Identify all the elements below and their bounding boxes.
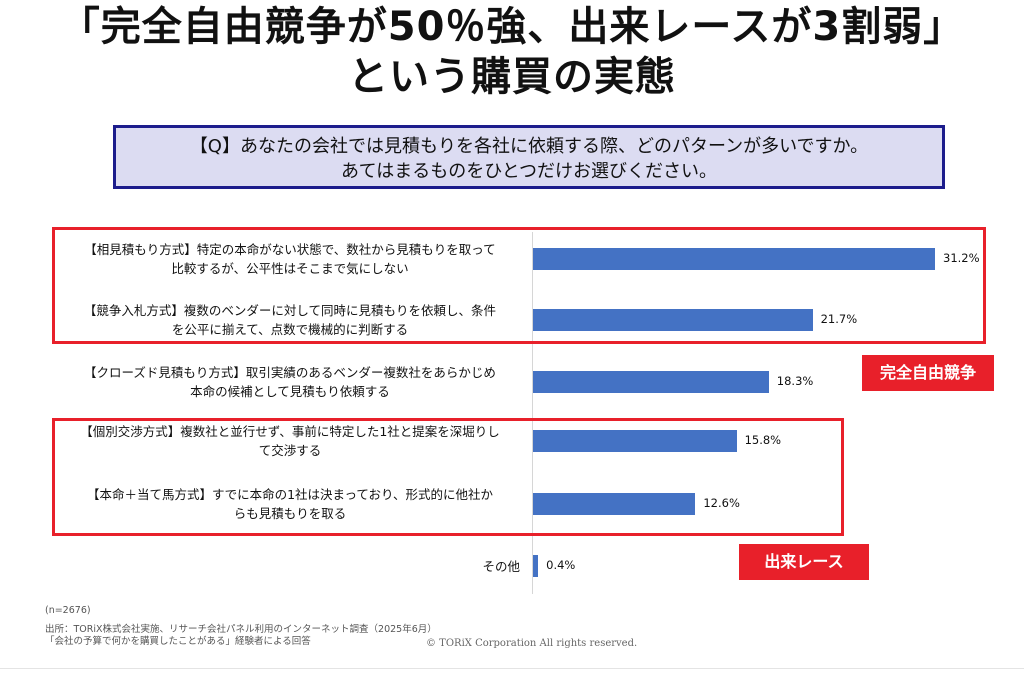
group-box-free-competition xyxy=(52,227,986,344)
value-label-2: 21.7% xyxy=(820,312,858,326)
category-label-2-line-1: 【競争入札方式】複数のベンダーに対して同時に見積もりを依頼し、条件 xyxy=(83,303,497,318)
category-axis-line xyxy=(532,232,533,594)
question-box: 【Q】あなたの会社では見積もりを各社に依頼する際、どのパターンが多いですか。 あ… xyxy=(113,125,945,189)
question-line-2: あてはまるものをひとつだけお選びください。 xyxy=(340,161,718,182)
category-label-2-line-2: を公平に揃えて、点数で機械的に判断する xyxy=(171,322,409,337)
footnote-source: 出所：TORiX株式会社実施、リサーチ会社パネル利用のインターネット調査（202… xyxy=(45,624,437,635)
footnote-n: (n=2676) xyxy=(45,605,91,616)
category-label-5: 【本命＋当て馬方式】すでに本命の1社は決まっており、形式的に他社か らも見積もりを… xyxy=(50,485,530,523)
category-label-3-line-2: 本命の候補として見積もり依頼する xyxy=(190,384,390,399)
group-tag-free-competition: 完全自由競争 xyxy=(862,355,994,391)
category-label-5-line-2: らも見積もりを取る xyxy=(233,506,347,521)
bar-3 xyxy=(533,371,769,393)
bar-1 xyxy=(533,248,935,270)
title-line-2: という購買の実態 xyxy=(348,54,676,100)
category-label-3-line-1: 【クローズド見積もり方式】取引実績のあるベンダー複数社をあらかじめ xyxy=(84,365,496,380)
category-label-6-line-1: その他 xyxy=(482,559,520,574)
title-line-1: 「完全自由競争が50％強、出来レースが3割弱」 xyxy=(59,4,965,50)
category-label-3: 【クローズド見積もり方式】取引実績のあるベンダー複数社をあらかじめ 本命の候補とし… xyxy=(50,363,530,401)
category-label-4: 【個別交渉方式】複数社と並行せず、事前に特定した1社と提案を深堀りし て交渉する xyxy=(50,422,530,460)
category-label-6: その他 xyxy=(482,557,520,576)
question-line-1: 【Q】あなたの会社では見積もりを各社に依頼する際、どのパターンが多いですか。 xyxy=(189,136,869,157)
bar-4 xyxy=(533,430,737,452)
footnote-respondents: 「会社の予算で何かを購買したことがある」経験者による回答 xyxy=(45,636,311,647)
bar-6 xyxy=(533,555,539,577)
value-label-3: 18.3% xyxy=(776,374,814,388)
category-label-4-line-2: て交渉する xyxy=(258,443,322,458)
value-label-1: 31.2% xyxy=(943,251,980,265)
bar-2 xyxy=(533,309,813,331)
category-label-5-line-1: 【本命＋当て馬方式】すでに本命の1社は決まっており、形式的に他社か xyxy=(86,487,494,502)
value-label-5: 12.6% xyxy=(703,496,740,510)
value-label-4: 15.8% xyxy=(744,433,782,447)
category-label-4-line-1: 【個別交渉方式】複数社と並行せず、事前に特定した1社と提案を深堀りし xyxy=(80,424,500,439)
category-label-1: 【相見積もり方式】特定の本命がない状態で、数社から見積もりを取って 比較するが、公… xyxy=(50,240,530,278)
group-box-rigged-race xyxy=(52,418,844,536)
bottom-divider xyxy=(0,668,1024,669)
copyright: © TORiX Corporation All rights reserved. xyxy=(426,638,638,649)
value-label-6: 0.4% xyxy=(546,558,576,572)
bar-5 xyxy=(533,493,696,515)
group-tag-rigged-race: 出来レース xyxy=(739,544,869,580)
category-label-1-line-1: 【相見積もり方式】特定の本命がない状態で、数社から見積もりを取って xyxy=(84,242,496,257)
category-label-1-line-2: 比較するが、公平性はそこまで気にしない xyxy=(171,261,409,276)
category-label-2: 【競争入札方式】複数のベンダーに対して同時に見積もりを依頼し、条件 を公平に揃えて… xyxy=(50,301,530,339)
